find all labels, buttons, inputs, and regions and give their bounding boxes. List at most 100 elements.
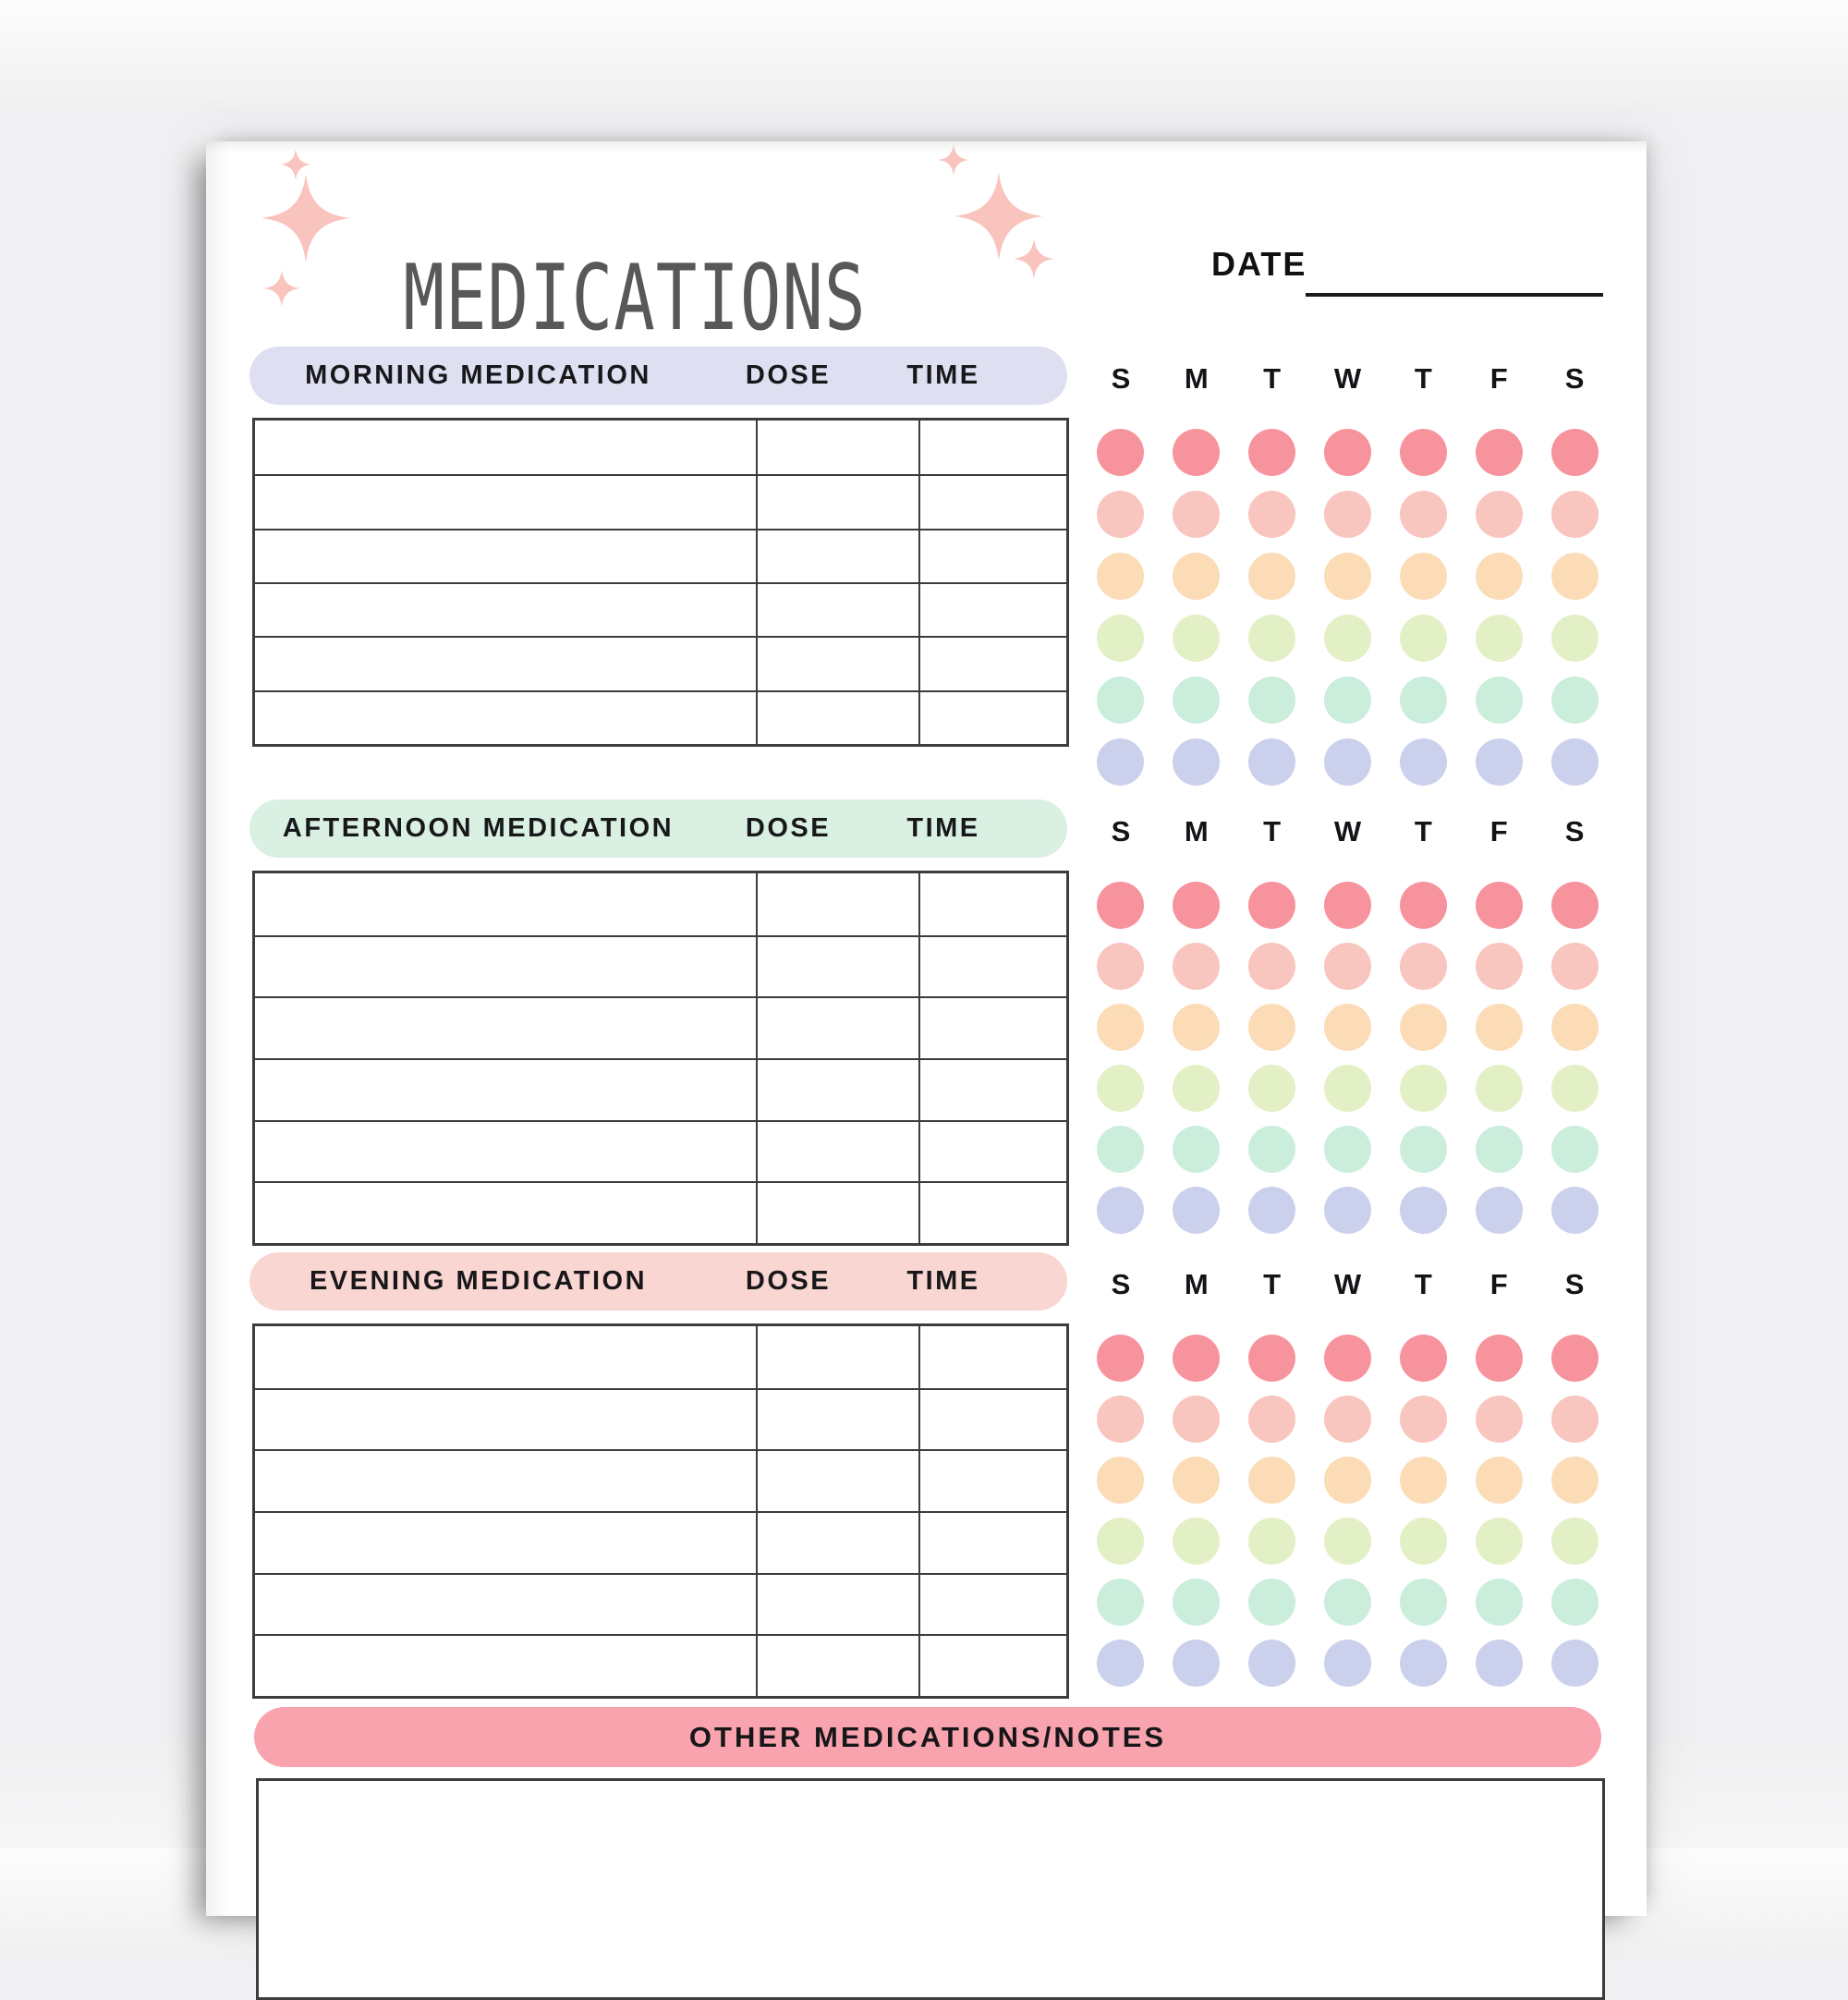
day-dot[interactable] <box>1173 942 1221 990</box>
day-dot[interactable] <box>1173 1395 1221 1443</box>
time-cell[interactable] <box>918 1326 1066 1388</box>
day-dot[interactable] <box>1324 1395 1371 1443</box>
day-dot[interactable] <box>1097 552 1145 600</box>
time-cell[interactable] <box>918 1119 1066 1182</box>
day-dot[interactable] <box>1097 428 1145 476</box>
time-cell[interactable] <box>918 934 1066 997</box>
day-dot[interactable] <box>1097 1003 1145 1051</box>
dose-cell[interactable] <box>756 1057 918 1120</box>
day-dot[interactable] <box>1475 1578 1523 1626</box>
day-dot[interactable] <box>1173 614 1221 662</box>
day-dot[interactable] <box>1550 1186 1599 1234</box>
day-dot[interactable] <box>1097 1334 1145 1382</box>
dose-cell[interactable] <box>756 581 918 637</box>
day-dot[interactable] <box>1550 1064 1599 1112</box>
day-dot[interactable] <box>1550 1395 1599 1443</box>
day-dot[interactable] <box>1173 1003 1221 1051</box>
day-dot[interactable] <box>1173 676 1221 724</box>
day-dot[interactable] <box>1550 1639 1599 1687</box>
day-dot[interactable] <box>1475 1064 1523 1112</box>
med-name-cell[interactable] <box>255 1572 756 1635</box>
med-name-cell[interactable] <box>255 934 756 997</box>
day-dot[interactable] <box>1097 1125 1145 1173</box>
day-dot[interactable] <box>1097 738 1145 786</box>
med-name-cell[interactable] <box>255 689 756 744</box>
day-dot[interactable] <box>1475 428 1523 476</box>
day-dot[interactable] <box>1324 738 1371 786</box>
day-dot[interactable] <box>1173 1456 1221 1504</box>
day-dot[interactable] <box>1550 552 1599 600</box>
day-dot[interactable] <box>1475 1334 1523 1382</box>
day-dot[interactable] <box>1248 1064 1296 1112</box>
day-dot[interactable] <box>1248 428 1296 476</box>
dose-cell[interactable] <box>756 873 918 935</box>
med-name-cell[interactable] <box>255 996 756 1058</box>
time-cell[interactable] <box>918 689 1066 744</box>
day-dot[interactable] <box>1550 1517 1599 1565</box>
day-dot[interactable] <box>1248 1639 1296 1687</box>
day-dot[interactable] <box>1550 428 1599 476</box>
day-dot[interactable] <box>1248 1003 1296 1051</box>
day-dot[interactable] <box>1248 1517 1296 1565</box>
day-dot[interactable] <box>1550 1003 1599 1051</box>
day-dot[interactable] <box>1324 552 1371 600</box>
day-dot[interactable] <box>1097 1186 1145 1234</box>
time-cell[interactable] <box>918 996 1066 1058</box>
dose-cell[interactable] <box>756 934 918 997</box>
day-dot[interactable] <box>1248 490 1296 538</box>
time-cell[interactable] <box>918 1387 1066 1450</box>
day-dot[interactable] <box>1173 1517 1221 1565</box>
day-dot[interactable] <box>1399 942 1447 990</box>
day-dot[interactable] <box>1173 1064 1221 1112</box>
dose-cell[interactable] <box>756 474 918 529</box>
dose-cell[interactable] <box>756 1326 918 1388</box>
day-dot[interactable] <box>1173 490 1221 538</box>
day-dot[interactable] <box>1324 490 1371 538</box>
day-dot[interactable] <box>1399 1517 1447 1565</box>
med-name-cell[interactable] <box>255 1057 756 1120</box>
dose-cell[interactable] <box>756 1387 918 1450</box>
day-dot[interactable] <box>1475 490 1523 538</box>
time-cell[interactable] <box>918 1510 1066 1573</box>
day-dot[interactable] <box>1248 1456 1296 1504</box>
day-dot[interactable] <box>1097 676 1145 724</box>
day-dot[interactable] <box>1324 1125 1371 1173</box>
day-dot[interactable] <box>1248 1334 1296 1382</box>
day-dot[interactable] <box>1399 1639 1447 1687</box>
day-dot[interactable] <box>1399 614 1447 662</box>
time-cell[interactable] <box>918 1572 1066 1635</box>
day-dot[interactable] <box>1248 552 1296 600</box>
med-name-cell[interactable] <box>255 1634 756 1696</box>
day-dot[interactable] <box>1173 552 1221 600</box>
time-cell[interactable] <box>918 474 1066 529</box>
day-dot[interactable] <box>1475 676 1523 724</box>
med-name-cell[interactable] <box>255 873 756 935</box>
day-dot[interactable] <box>1550 1456 1599 1504</box>
day-dot[interactable] <box>1248 942 1296 990</box>
day-dot[interactable] <box>1475 552 1523 600</box>
day-dot[interactable] <box>1399 676 1447 724</box>
med-name-cell[interactable] <box>255 1119 756 1182</box>
time-cell[interactable] <box>918 528 1066 582</box>
med-name-cell[interactable] <box>255 1181 756 1243</box>
med-name-cell[interactable] <box>255 1326 756 1388</box>
day-dot[interactable] <box>1324 676 1371 724</box>
day-dot[interactable] <box>1475 1517 1523 1565</box>
med-name-cell[interactable] <box>255 1387 756 1450</box>
day-dot[interactable] <box>1550 881 1599 929</box>
day-dot[interactable] <box>1399 1334 1447 1382</box>
day-dot[interactable] <box>1248 1395 1296 1443</box>
day-dot[interactable] <box>1475 1395 1523 1443</box>
day-dot[interactable] <box>1550 1125 1599 1173</box>
day-dot[interactable] <box>1097 1064 1145 1112</box>
dose-cell[interactable] <box>756 1181 918 1243</box>
day-dot[interactable] <box>1399 428 1447 476</box>
day-dot[interactable] <box>1399 1578 1447 1626</box>
day-dot[interactable] <box>1399 881 1447 929</box>
notes-box[interactable] <box>256 1778 1605 2000</box>
day-dot[interactable] <box>1097 881 1145 929</box>
day-dot[interactable] <box>1324 881 1371 929</box>
day-dot[interactable] <box>1475 942 1523 990</box>
day-dot[interactable] <box>1097 1517 1145 1565</box>
time-cell[interactable] <box>918 1181 1066 1243</box>
